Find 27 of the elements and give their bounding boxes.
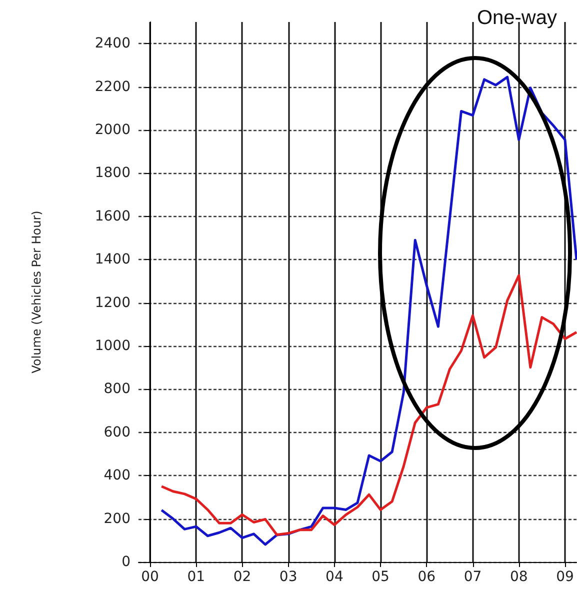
line-series <box>160 274 577 536</box>
y-tick-label: 0 <box>122 554 130 570</box>
y-tick-label: 800 <box>104 381 130 398</box>
line-series <box>160 76 577 546</box>
y-tick-label: 2000 <box>94 122 130 138</box>
y-tick-label: 400 <box>104 468 130 484</box>
y-tick-label: 2400 <box>94 36 130 52</box>
x-tick-label: 08 <box>510 569 528 585</box>
x-tick-label: 03 <box>279 569 298 585</box>
x-tick-label: 06 <box>418 569 436 585</box>
x-tick-label: 09 <box>556 569 574 585</box>
x-tick-label: 00 <box>141 569 159 585</box>
y-tick-label: 1400 <box>94 252 130 268</box>
y-tick-label: 1200 <box>94 294 130 311</box>
x-tick-label: 05 <box>372 569 390 585</box>
annotation: One-way <box>476 7 557 29</box>
x-tick-label: 07 <box>464 569 482 585</box>
y-tick-label: 2200 <box>94 78 130 95</box>
y-axis-title: Volume (Vehicles Per Hour) <box>30 210 44 374</box>
x-tick-label: 02 <box>233 569 252 585</box>
y-tick-label: 1800 <box>94 165 130 182</box>
y-tick-label: 200 <box>104 510 130 527</box>
y-tick-label: 600 <box>104 424 130 440</box>
y-tick-label: 1000 <box>94 338 130 354</box>
x-tick-label: 01 <box>187 569 206 585</box>
y-tick-label: 1600 <box>94 208 130 224</box>
x-tick-label: 04 <box>326 569 344 585</box>
